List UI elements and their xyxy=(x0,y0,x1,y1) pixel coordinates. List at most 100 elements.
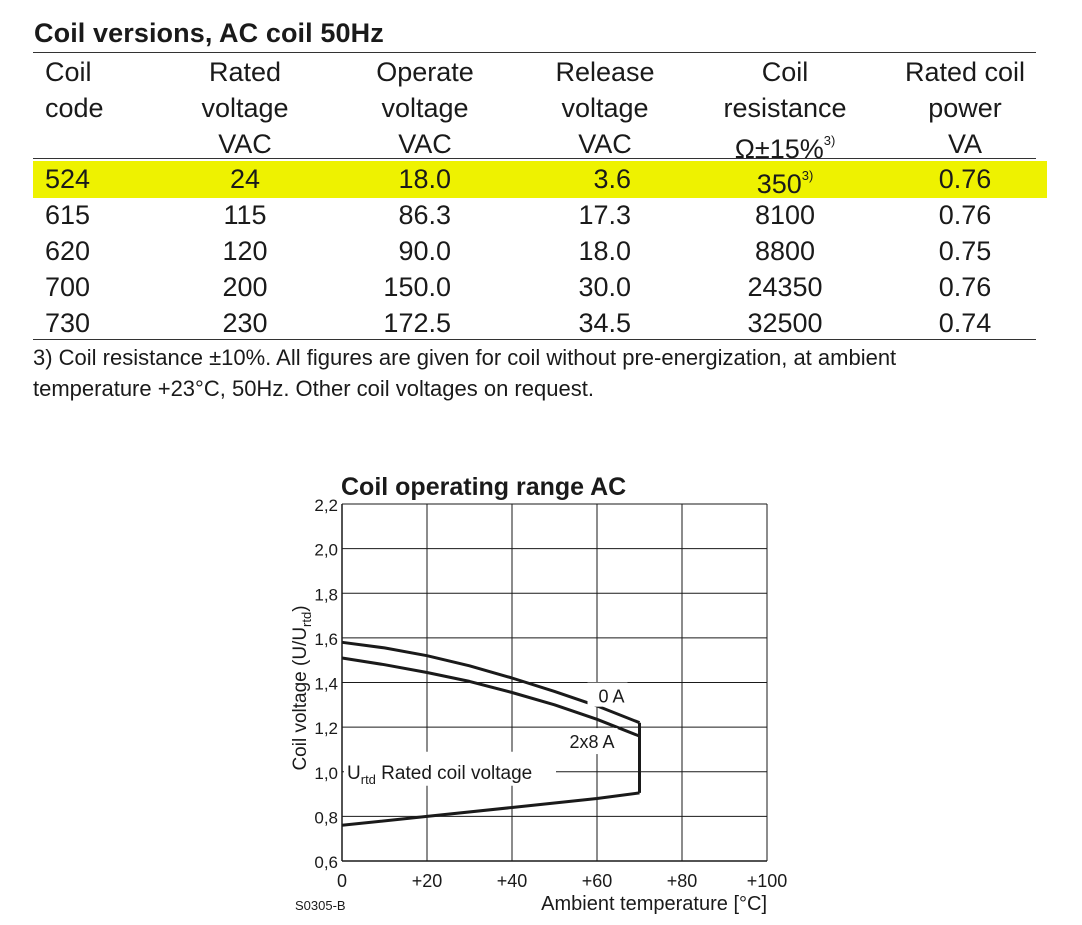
cell-rated: 120 xyxy=(222,236,268,266)
header-line: VAC xyxy=(218,129,272,159)
series-label-2x8a: 2x8 A xyxy=(569,732,614,752)
cell-code: 620 xyxy=(45,236,91,266)
header-rated-voltage: Rated voltage VAC xyxy=(180,54,310,162)
header-line: Rated xyxy=(208,57,282,87)
footnote-marker: 3) xyxy=(823,133,836,148)
cell-resistance: 8800 xyxy=(754,236,816,266)
footnote-line: 3) Coil resistance ±10%. All figures are… xyxy=(33,345,897,370)
cell-power: 0.75 xyxy=(938,236,992,266)
footnote-line: temperature +23°C, 50Hz. Other coil volt… xyxy=(33,376,594,401)
cell-code: 524 xyxy=(45,164,91,194)
cell-rated: 230 xyxy=(222,308,268,338)
cell-power: 0.76 xyxy=(938,272,992,302)
header-line: voltage xyxy=(381,93,469,123)
y-axis-label-sub: rtd xyxy=(299,612,314,627)
series-line-2x8-a xyxy=(341,656,641,738)
cell-operate: 86.3 xyxy=(398,200,451,230)
header-line: VAC xyxy=(578,129,632,159)
cell-release: 3.6 xyxy=(593,164,631,194)
cell-operate: 172.5 xyxy=(383,308,451,338)
section-title: Coil versions, AC coil 50Hz xyxy=(34,18,384,48)
y-tick-label: 2,0 xyxy=(314,541,338,560)
label-bg xyxy=(587,682,628,707)
header-line: Rated coil xyxy=(904,57,1026,87)
x-tick-label: +20 xyxy=(412,871,443,891)
header-line: Ω±15%3) xyxy=(700,126,870,167)
header-line: Operate xyxy=(376,57,474,87)
y-axis-label-end: ) xyxy=(290,605,311,611)
table-row: 730 230 172.5 34.5 32500 0.74 xyxy=(0,305,1082,341)
cell-operate: 90.0 xyxy=(398,236,451,266)
annotation-sub: rtd xyxy=(361,772,376,787)
table-footnote: 3) Coil resistance ±10%. All figures are… xyxy=(33,342,1033,404)
resistance-value: 350 xyxy=(756,169,802,199)
header-line: voltage xyxy=(561,93,649,123)
y-tick-label: 1,6 xyxy=(314,630,338,649)
cell-power: 0.76 xyxy=(938,164,992,194)
series-line-boundary-2 xyxy=(341,791,640,827)
y-axis-label: Coil voltage (U/Urtd) xyxy=(290,605,314,770)
header-line: Release xyxy=(555,57,655,87)
table-row: 524 24 18.0 3.6 3503) 0.76 xyxy=(0,161,1082,199)
x-tick-label: +80 xyxy=(667,871,698,891)
cell-release: 18.0 xyxy=(578,236,631,266)
cell-rated: 24 xyxy=(229,164,261,194)
x-tick-labels: 0 +20 +40 +60 +80 +100 xyxy=(337,871,787,891)
y-tick-labels: 0,6 0,8 1,0 1,2 1,4 1,6 1,8 2,0 2,2 xyxy=(314,496,338,872)
figure-code: S0305-B xyxy=(295,898,346,913)
cell-operate: 18.0 xyxy=(398,164,451,194)
header-rated-coil-power: Rated coil power VA xyxy=(890,54,1040,162)
header-line: resistance xyxy=(723,93,847,123)
row-highlight xyxy=(33,161,1047,198)
table-header-rule xyxy=(33,158,1036,159)
cell-code: 700 xyxy=(45,272,91,302)
y-tick-label: 1,4 xyxy=(314,675,338,694)
cell-operate: 150.0 xyxy=(383,272,451,302)
cell-code: 730 xyxy=(45,308,91,338)
cell-code: 615 xyxy=(45,200,91,230)
y-tick-label: 1,2 xyxy=(314,719,338,738)
cell-resistance: 3503) xyxy=(700,161,870,202)
cell-release: 34.5 xyxy=(578,308,631,338)
y-axis-label-main: Coil voltage (U/U xyxy=(290,627,311,771)
series-label-0a: 0 A xyxy=(598,687,624,707)
cell-rated: 200 xyxy=(222,272,268,302)
label-bg xyxy=(344,751,556,786)
cell-release: 17.3 xyxy=(578,200,631,230)
y-tick-label: 1,0 xyxy=(314,764,338,783)
cell-resistance: 8100 xyxy=(754,200,816,230)
annotation-u: U xyxy=(347,763,361,784)
y-tick-label: 0,8 xyxy=(314,808,338,827)
header-line: voltage xyxy=(201,93,289,123)
cell-resistance: 32500 xyxy=(747,308,823,338)
header-coil-code: Coil code xyxy=(45,54,104,126)
cell-release: 30.0 xyxy=(578,272,631,302)
chart-title: Coil operating range AC xyxy=(341,473,626,501)
x-axis-label: Ambient temperature [°C] xyxy=(541,893,767,915)
chart-grid xyxy=(342,503,768,861)
table-top-rule xyxy=(33,52,1036,53)
annotation-text: Rated coil voltage xyxy=(376,763,532,784)
x-tick-label: +40 xyxy=(497,871,528,891)
table-row: 615 115 86.3 17.3 8100 0.76 xyxy=(0,197,1082,233)
table-bottom-rule xyxy=(33,339,1036,340)
y-tick-label: 0,6 xyxy=(314,853,338,872)
chart-axes xyxy=(341,504,767,862)
header-line: Coil xyxy=(45,57,92,87)
cell-rated: 115 xyxy=(223,200,267,230)
header-line: Coil xyxy=(761,57,809,87)
rated-voltage-annotation: Urtd Rated coil voltage xyxy=(347,763,532,787)
y-tick-label: 1,8 xyxy=(314,585,338,604)
table-row: 700 200 150.0 30.0 24350 0.76 xyxy=(0,269,1082,305)
header-coil-resistance: Coil resistance Ω±15%3) xyxy=(700,54,870,167)
footnote-marker: 3) xyxy=(801,168,814,183)
header-operate-voltage: Operate voltage VAC xyxy=(355,54,495,162)
cell-power: 0.74 xyxy=(938,308,992,338)
header-line: VA xyxy=(947,129,982,159)
chart-labels: 0 A 2x8 A Urtd Rated coil voltage xyxy=(344,682,628,787)
cell-resistance: 24350 xyxy=(747,272,823,302)
table-row: 620 120 90.0 18.0 8800 0.75 xyxy=(0,233,1082,269)
x-tick-label: 0 xyxy=(337,871,347,891)
header-line: VAC xyxy=(398,129,452,159)
